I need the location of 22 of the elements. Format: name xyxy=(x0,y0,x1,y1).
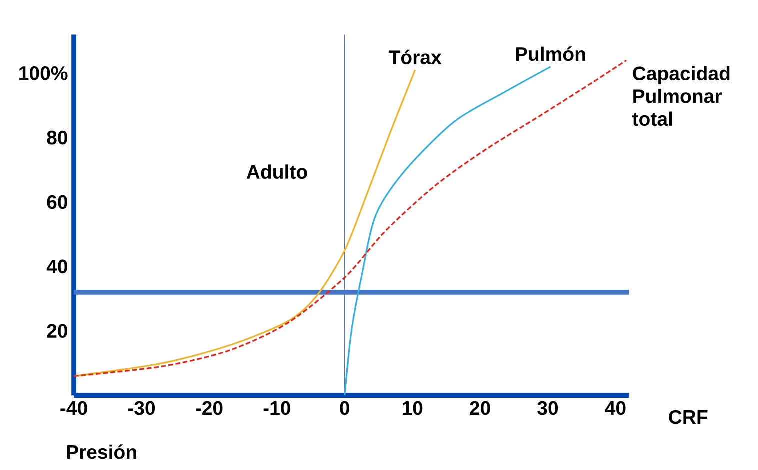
text: CRF xyxy=(669,410,708,424)
x-tick-label: -40 xyxy=(60,402,88,416)
x-tick-label: 40 xyxy=(605,402,626,416)
line-series xyxy=(344,66,552,397)
x-tick-label: 30 xyxy=(538,402,558,416)
x-tick-label: -10 xyxy=(264,402,290,416)
y-tick-label: 100% xyxy=(20,66,68,80)
x-tick-label: -20 xyxy=(196,402,223,416)
series-label: Pulmón xyxy=(516,46,586,62)
series-label: Capacidad Pulmonar total xyxy=(632,66,730,126)
x-tick-label: 10 xyxy=(402,402,423,416)
x-tick-label: 0 xyxy=(340,402,350,416)
x-tick-label: -30 xyxy=(128,402,156,416)
x-axis-title: Presión xyxy=(67,444,136,460)
line-series xyxy=(73,70,416,378)
series-label: Tórax xyxy=(388,50,442,65)
y-tick-label: 60 xyxy=(47,196,68,210)
annotation: Adulto xyxy=(246,164,308,180)
y-tick-label: 80 xyxy=(47,131,68,145)
x-tick-label: 20 xyxy=(470,402,490,416)
y-tick-label: 40 xyxy=(46,260,68,274)
y-tick-label: 20 xyxy=(47,324,68,338)
